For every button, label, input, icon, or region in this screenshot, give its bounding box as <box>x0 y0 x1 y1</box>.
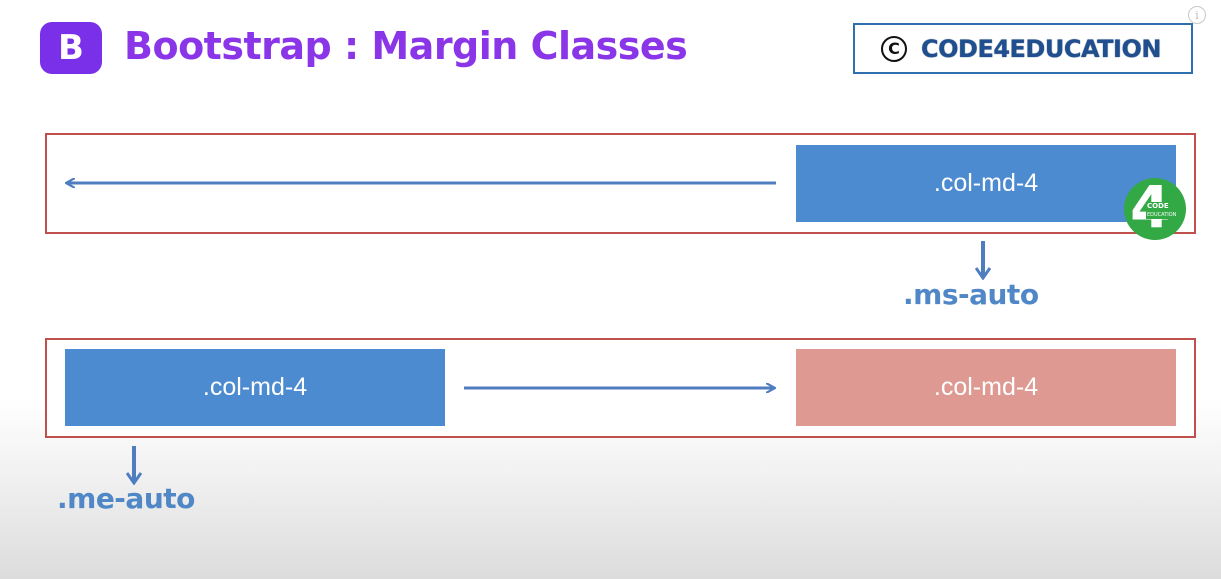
logo-letter: B <box>58 28 84 68</box>
page-title: Bootstrap : Margin Classes <box>124 24 688 68</box>
brand-badge: C CODE4EDUCATION <box>853 23 1193 74</box>
bootstrap-logo-icon: B <box>40 22 102 74</box>
column-pushed-right: .col-md-4 <box>796 349 1176 426</box>
brand-name: CODE4EDUCATION <box>921 34 1161 63</box>
ms-auto-label: .ms-auto <box>903 278 1039 311</box>
info-icon[interactable]: i <box>1188 6 1206 24</box>
me-auto-label: .me-auto <box>57 482 195 515</box>
watermark-education: EDUCATION <box>1146 211 1178 219</box>
column-me-auto: .col-md-4 <box>65 349 445 426</box>
column-ms-auto: .col-md-4 <box>796 145 1176 222</box>
watermark-code: CODE <box>1146 202 1170 211</box>
code4education-watermark-icon: 4 CODE EDUCATION <box>1124 178 1186 240</box>
copyright-icon: C <box>881 35 907 62</box>
